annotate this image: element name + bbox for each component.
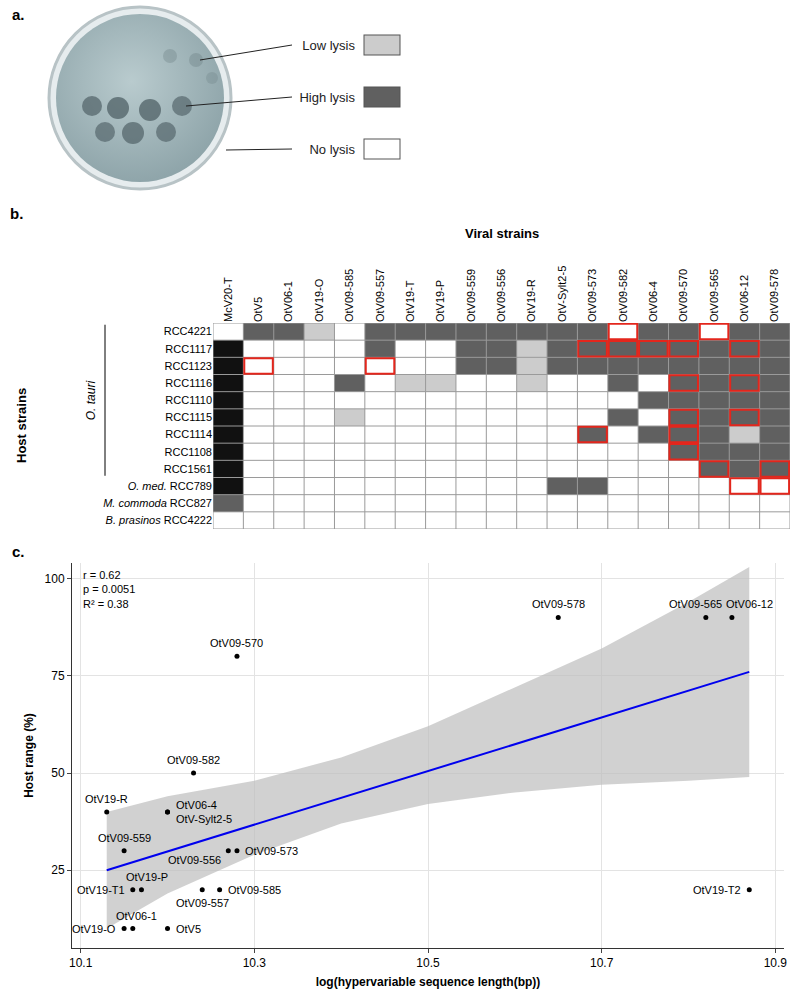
svg-text:OtV09-570: OtV09-570 (210, 637, 263, 649)
svg-text:75: 75 (51, 669, 65, 683)
svg-text:b.: b. (10, 205, 23, 222)
svg-text:OtV-Sylt2-5: OtV-Sylt2-5 (176, 813, 232, 825)
svg-text:RCC1115: RCC1115 (165, 411, 212, 423)
svg-text:OtV19-P: OtV19-P (126, 871, 168, 883)
svg-text:M. commoda RCC827: M. commoda RCC827 (103, 497, 212, 509)
svg-text:Viral strains: Viral strains (465, 226, 539, 241)
svg-text:OtV09-578: OtV09-578 (532, 598, 585, 610)
svg-text:RCC1561: RCC1561 (164, 463, 212, 475)
svg-text:RCC4221: RCC4221 (164, 325, 212, 337)
svg-text:OtV19-O: OtV19-O (313, 278, 325, 322)
svg-text:O. med. RCC789: O. med. RCC789 (128, 480, 212, 492)
svg-text:10.3: 10.3 (243, 956, 267, 970)
svg-text:OtV5: OtV5 (176, 923, 201, 935)
svg-text:OtV09-585: OtV09-585 (228, 884, 281, 896)
svg-text:OtV19-T: OtV19-T (404, 280, 416, 322)
svg-text:B. prasinos RCC4222: B. prasinos RCC4222 (106, 514, 212, 526)
svg-text:McV20-T: McV20-T (222, 277, 234, 322)
svg-text:OtV09-585: OtV09-585 (343, 269, 355, 322)
svg-text:OtV09-556: OtV09-556 (495, 269, 507, 322)
svg-text:RCC1117: RCC1117 (165, 343, 212, 355)
svg-text:50: 50 (51, 766, 65, 780)
svg-text:OtV09-582: OtV09-582 (167, 754, 220, 766)
svg-text:RCC1110: RCC1110 (165, 394, 212, 406)
svg-text:RCC1114: RCC1114 (165, 428, 212, 440)
svg-text:OtV09-573: OtV09-573 (245, 845, 298, 857)
svg-text:OtV09-559: OtV09-559 (98, 832, 151, 844)
svg-text:10.5: 10.5 (416, 956, 440, 970)
svg-text:Host range (%): Host range (%) (22, 713, 36, 798)
svg-text:OtV19-T2: OtV19-T2 (693, 884, 741, 896)
svg-text:c.: c. (12, 543, 25, 560)
svg-text:OtV5: OtV5 (252, 297, 264, 322)
svg-text:Low lysis: Low lysis (302, 38, 355, 53)
svg-text:100: 100 (45, 572, 65, 586)
svg-text:r = 0.62p = 0.0051R² = 0.38: r = 0.62p = 0.0051R² = 0.38 (83, 569, 135, 610)
svg-text:RCC1116: RCC1116 (165, 377, 212, 389)
svg-text:RCC1108: RCC1108 (165, 446, 213, 458)
svg-text:10.1: 10.1 (69, 956, 93, 970)
svg-text:RCC1123: RCC1123 (165, 360, 213, 372)
svg-text:OtV09-578: OtV09-578 (768, 269, 780, 322)
svg-text:O. tauri: O. tauri (84, 381, 98, 421)
svg-text:log(hypervariable sequence len: log(hypervariable sequence length(bp)) (316, 975, 541, 989)
svg-text:OtV19-O: OtV19-O (72, 923, 116, 935)
svg-text:10.9: 10.9 (764, 956, 788, 970)
svg-text:OtV09-565: OtV09-565 (708, 269, 720, 322)
svg-text:OtV09-556: OtV09-556 (168, 854, 221, 866)
svg-text:OtV06-1: OtV06-1 (116, 910, 157, 922)
svg-text:OtV19-R: OtV19-R (525, 279, 537, 322)
svg-text:OtV19-R: OtV19-R (85, 793, 128, 805)
svg-text:OtV09-573: OtV09-573 (586, 269, 598, 322)
svg-text:OtV06-1: OtV06-1 (282, 281, 294, 322)
svg-text:OtV06-4: OtV06-4 (647, 281, 659, 322)
svg-text:No lysis: No lysis (309, 142, 355, 157)
svg-text:OtV06-12: OtV06-12 (738, 275, 750, 322)
svg-text:25: 25 (51, 863, 65, 877)
svg-text:a.: a. (12, 6, 25, 23)
svg-text:OtV09-565: OtV09-565 (669, 598, 722, 610)
svg-text:OtV06-4: OtV06-4 (176, 799, 217, 811)
svg-text:Host strains: Host strains (14, 388, 29, 463)
svg-text:OtV09-570: OtV09-570 (677, 269, 689, 322)
svg-text:OtV09-557: OtV09-557 (374, 269, 386, 322)
svg-text:OtV-Sylt2-5: OtV-Sylt2-5 (556, 266, 568, 322)
svg-text:OtV09-582: OtV09-582 (617, 269, 629, 322)
svg-text:OtV19-T1: OtV19-T1 (77, 884, 125, 896)
svg-text:High lysis: High lysis (299, 90, 355, 105)
svg-text:OtV06-12: OtV06-12 (726, 598, 773, 610)
svg-text:OtV09-559: OtV09-559 (465, 269, 477, 322)
svg-text:10.7: 10.7 (590, 956, 614, 970)
svg-text:OtV09-557: OtV09-557 (176, 897, 229, 909)
svg-text:OtV19-P: OtV19-P (434, 280, 446, 322)
